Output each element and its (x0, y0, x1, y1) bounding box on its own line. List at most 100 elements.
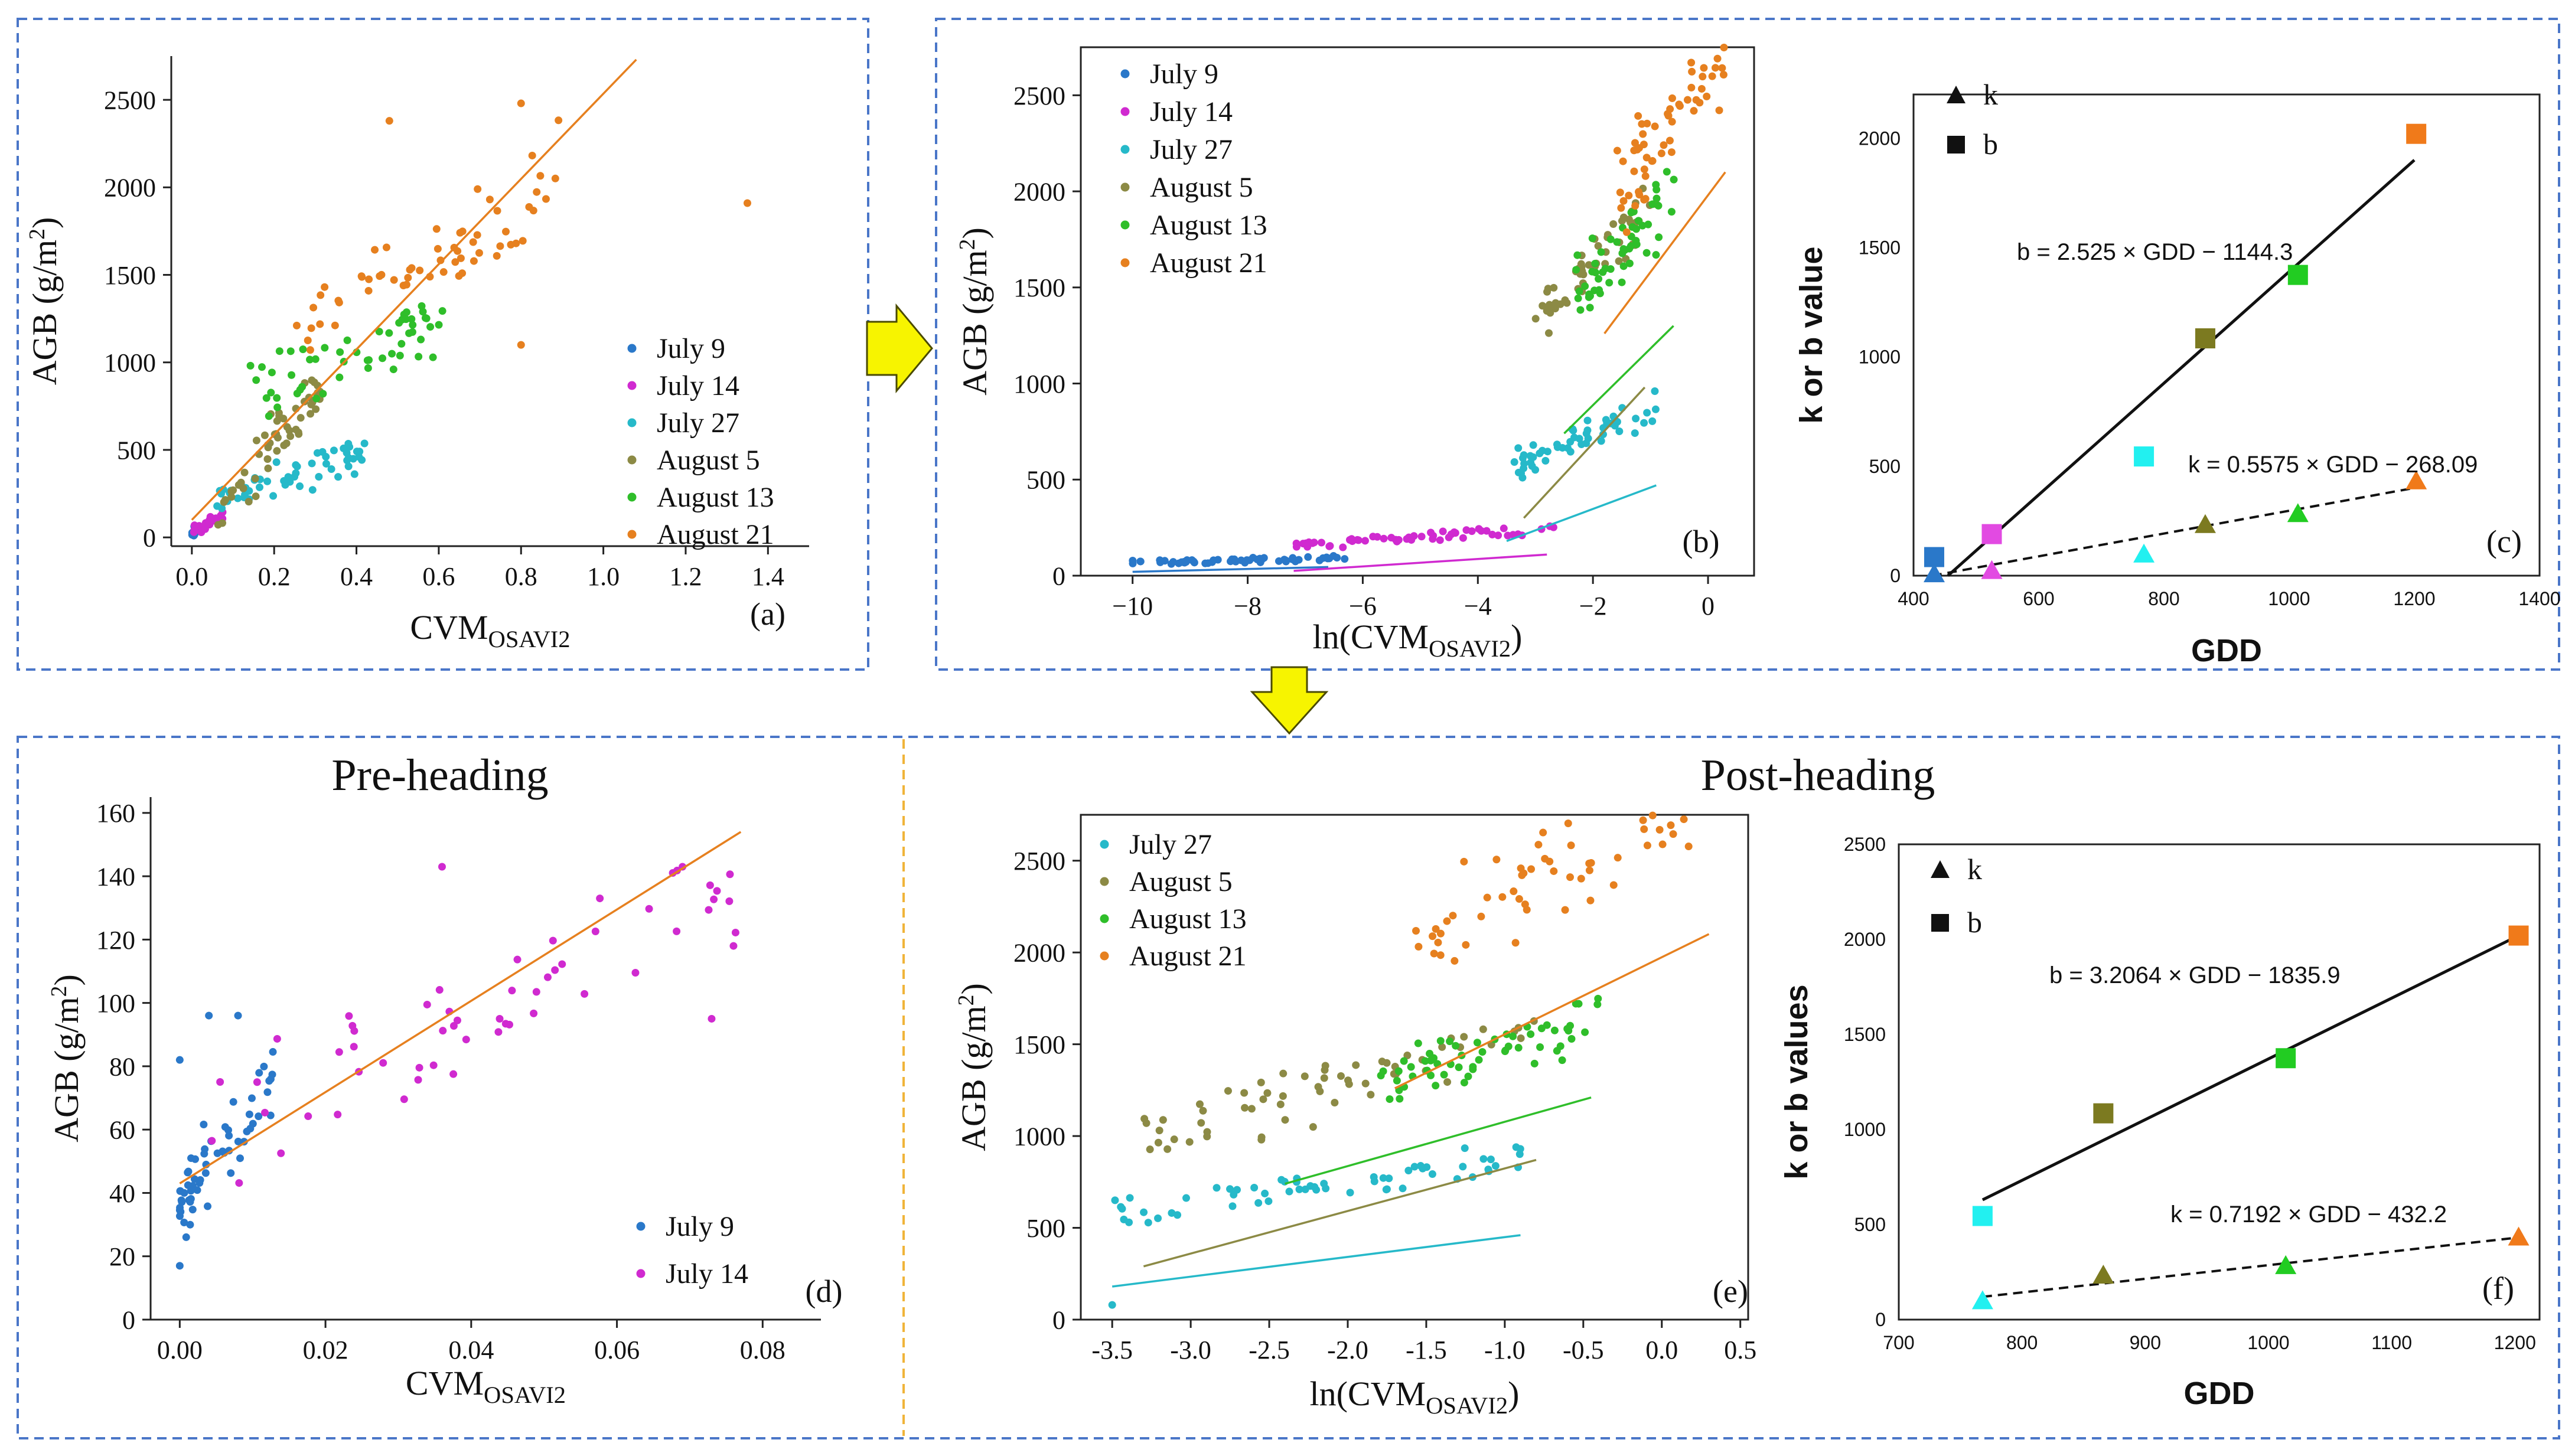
data-point (404, 273, 412, 282)
x-tick-label: 400 (1898, 588, 1929, 609)
data-point (1428, 1170, 1436, 1178)
data-point (316, 320, 324, 328)
data-point (1414, 942, 1423, 951)
data-point (1348, 537, 1357, 546)
b-point (2508, 925, 2529, 946)
data-point (1452, 1042, 1460, 1050)
data-point (1657, 149, 1665, 158)
data-point (457, 254, 465, 262)
data-point (1648, 811, 1657, 820)
b-fit-line (1947, 159, 2416, 577)
data-point (1631, 139, 1639, 147)
data-point (1609, 220, 1618, 228)
chart-c: 400 600 800 1000 1200 1400 0 500 1000 1500 2000 kb b… (1794, 78, 2561, 668)
data-point (1438, 1043, 1446, 1051)
data-point (213, 502, 221, 510)
data-point (408, 315, 416, 323)
data-point (1642, 249, 1651, 257)
data-point (543, 973, 552, 981)
data-point (336, 348, 344, 356)
legend-label: b (1983, 128, 1998, 161)
data-point (319, 390, 327, 398)
data-point (1322, 1184, 1330, 1193)
data-point (1491, 1162, 1500, 1170)
data-point (1439, 527, 1447, 536)
data-point (1629, 207, 1638, 216)
data-point (1596, 289, 1604, 298)
data-point (1718, 64, 1726, 72)
data-point (453, 1016, 461, 1024)
data-point (273, 394, 281, 402)
data-point (1567, 841, 1575, 850)
legend-label: July 27 (1129, 829, 1212, 860)
y-tick-label: 2000 (1859, 128, 1901, 149)
panel-label: (a) (750, 596, 785, 632)
data-point (542, 195, 550, 203)
x-tick-label: -3.0 (1170, 1336, 1211, 1364)
data-point (1558, 1056, 1566, 1065)
data-point (496, 242, 504, 250)
data-point (1652, 194, 1661, 203)
data-point (1537, 1024, 1546, 1033)
y-tick-label: 100 (96, 989, 135, 1018)
y-tick-label: 2500 (1013, 81, 1065, 110)
data-point (1642, 154, 1651, 162)
plot-frame (1912, 93, 2541, 577)
data-point (1572, 266, 1580, 274)
data-point (1658, 840, 1667, 848)
x-axis-label: GDD (2191, 633, 2262, 668)
data-point (1487, 1155, 1495, 1164)
data-point (1720, 43, 1728, 51)
data-point (1514, 1044, 1523, 1052)
fit-line (1563, 325, 1674, 435)
data-point (1527, 865, 1536, 873)
legend-marker-b (1931, 914, 1949, 932)
legend-marker (1120, 220, 1130, 230)
data-point (438, 307, 446, 315)
k-point (2508, 1226, 2530, 1246)
data-point (1511, 939, 1520, 947)
data-point (673, 927, 681, 935)
data-point (1619, 157, 1627, 165)
data-point (188, 1206, 197, 1214)
data-point (1687, 58, 1696, 67)
data-point (517, 99, 525, 107)
data-point (1566, 873, 1574, 882)
data-point (261, 1108, 269, 1117)
data-point (1676, 102, 1684, 110)
data-point (1231, 557, 1240, 566)
data-point (234, 1011, 242, 1020)
data-point (180, 1218, 188, 1226)
data-point (1680, 815, 1688, 824)
y-axis-label: AGB (g/m2) (954, 983, 993, 1151)
data-point (1434, 938, 1442, 946)
data-point (252, 436, 260, 445)
data-point (385, 329, 393, 337)
data-point (1640, 825, 1648, 833)
y-tick-label: 1000 (1859, 347, 1901, 368)
legend-marker (1100, 914, 1109, 923)
legend-marker (1120, 258, 1130, 267)
data-point (470, 257, 478, 265)
data-point (175, 1056, 184, 1064)
data-point (258, 363, 266, 371)
data-point (1230, 1190, 1238, 1199)
data-point (517, 341, 525, 349)
data-point (365, 275, 373, 283)
data-point (1667, 148, 1676, 156)
data-point (1468, 527, 1476, 536)
data-point (1631, 429, 1639, 438)
data-point (1329, 551, 1338, 560)
fit-line (1293, 553, 1547, 572)
data-point (308, 459, 316, 468)
data-point (1469, 1065, 1477, 1073)
data-point (311, 355, 320, 363)
data-point (1504, 1042, 1513, 1050)
data-point (211, 514, 220, 523)
data-point (1567, 1034, 1576, 1043)
data-point (304, 1112, 312, 1121)
legend-label: July 27 (657, 407, 739, 439)
data-point (286, 432, 295, 440)
data-point (304, 337, 312, 345)
data-point (1369, 533, 1377, 541)
